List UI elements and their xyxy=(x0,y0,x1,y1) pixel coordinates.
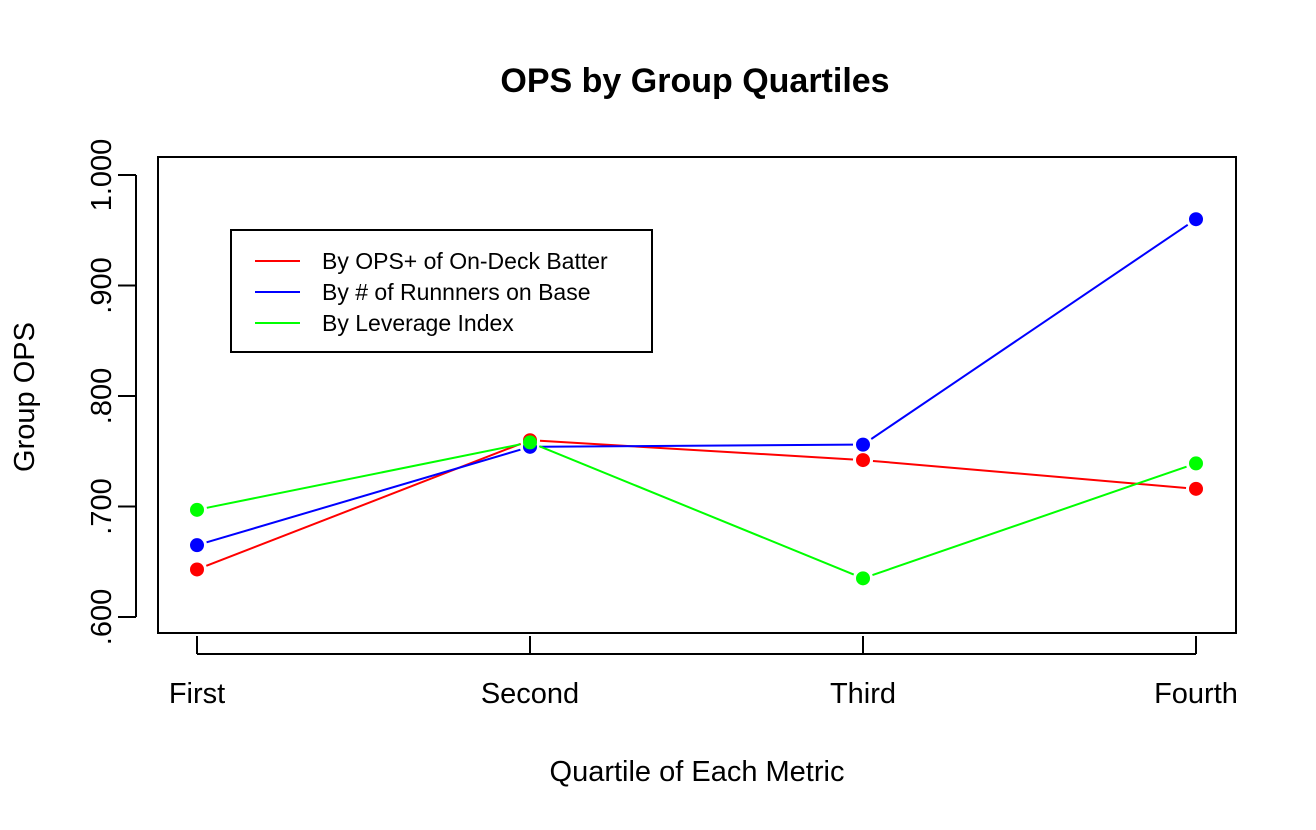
plot-frame xyxy=(157,156,1237,634)
y-axis: .600 .700 .800 .900 1.000 xyxy=(86,139,137,645)
legend-label: By # of Runnners on Base xyxy=(322,279,591,305)
y-tick-label: .600 xyxy=(86,589,118,645)
legend-label: By OPS+ of On-Deck Batter xyxy=(322,248,608,274)
series-line-segment xyxy=(872,459,1187,489)
legend-label: By Leverage Index xyxy=(322,310,514,336)
data-point xyxy=(1189,456,1203,471)
data-point xyxy=(190,502,204,517)
y-axis-label: Group OPS xyxy=(9,322,41,472)
series-line-segment xyxy=(539,443,854,448)
data-point xyxy=(856,437,870,452)
series-line-segment xyxy=(205,442,522,567)
y-tick-label: 1.000 xyxy=(86,139,118,212)
series-line-segment xyxy=(206,443,521,509)
x-tick-label: Fourth xyxy=(1154,678,1238,710)
y-tick-label: .800 xyxy=(86,368,118,424)
series-line-segment xyxy=(872,465,1187,577)
legend-box xyxy=(230,229,653,353)
data-point xyxy=(190,538,204,553)
data-point xyxy=(1189,481,1203,496)
series-line-segment xyxy=(870,223,1189,440)
series-line-segment xyxy=(538,445,855,576)
x-axis-label: Quartile of Each Metric xyxy=(550,756,845,788)
x-tick-label: Second xyxy=(481,678,579,710)
x-axis: First Second Third Fourth xyxy=(169,636,1238,710)
y-tick-label: .700 xyxy=(86,478,118,534)
data-point xyxy=(190,562,204,577)
data-point xyxy=(1189,212,1203,227)
x-tick-label: First xyxy=(169,678,225,710)
chart-title: OPS by Group Quartiles xyxy=(500,62,889,100)
x-tick-label: Third xyxy=(830,678,896,710)
y-tick-label: .900 xyxy=(86,257,118,313)
data-point xyxy=(523,435,537,450)
data-point xyxy=(856,571,870,586)
series-line-segment xyxy=(539,439,854,461)
series-points xyxy=(190,212,1203,586)
series-lines xyxy=(205,223,1189,577)
series-line-segment xyxy=(206,448,521,544)
legend: By OPS+ of On-Deck Batter By # of Runnner… xyxy=(230,229,653,353)
data-point xyxy=(856,453,870,468)
